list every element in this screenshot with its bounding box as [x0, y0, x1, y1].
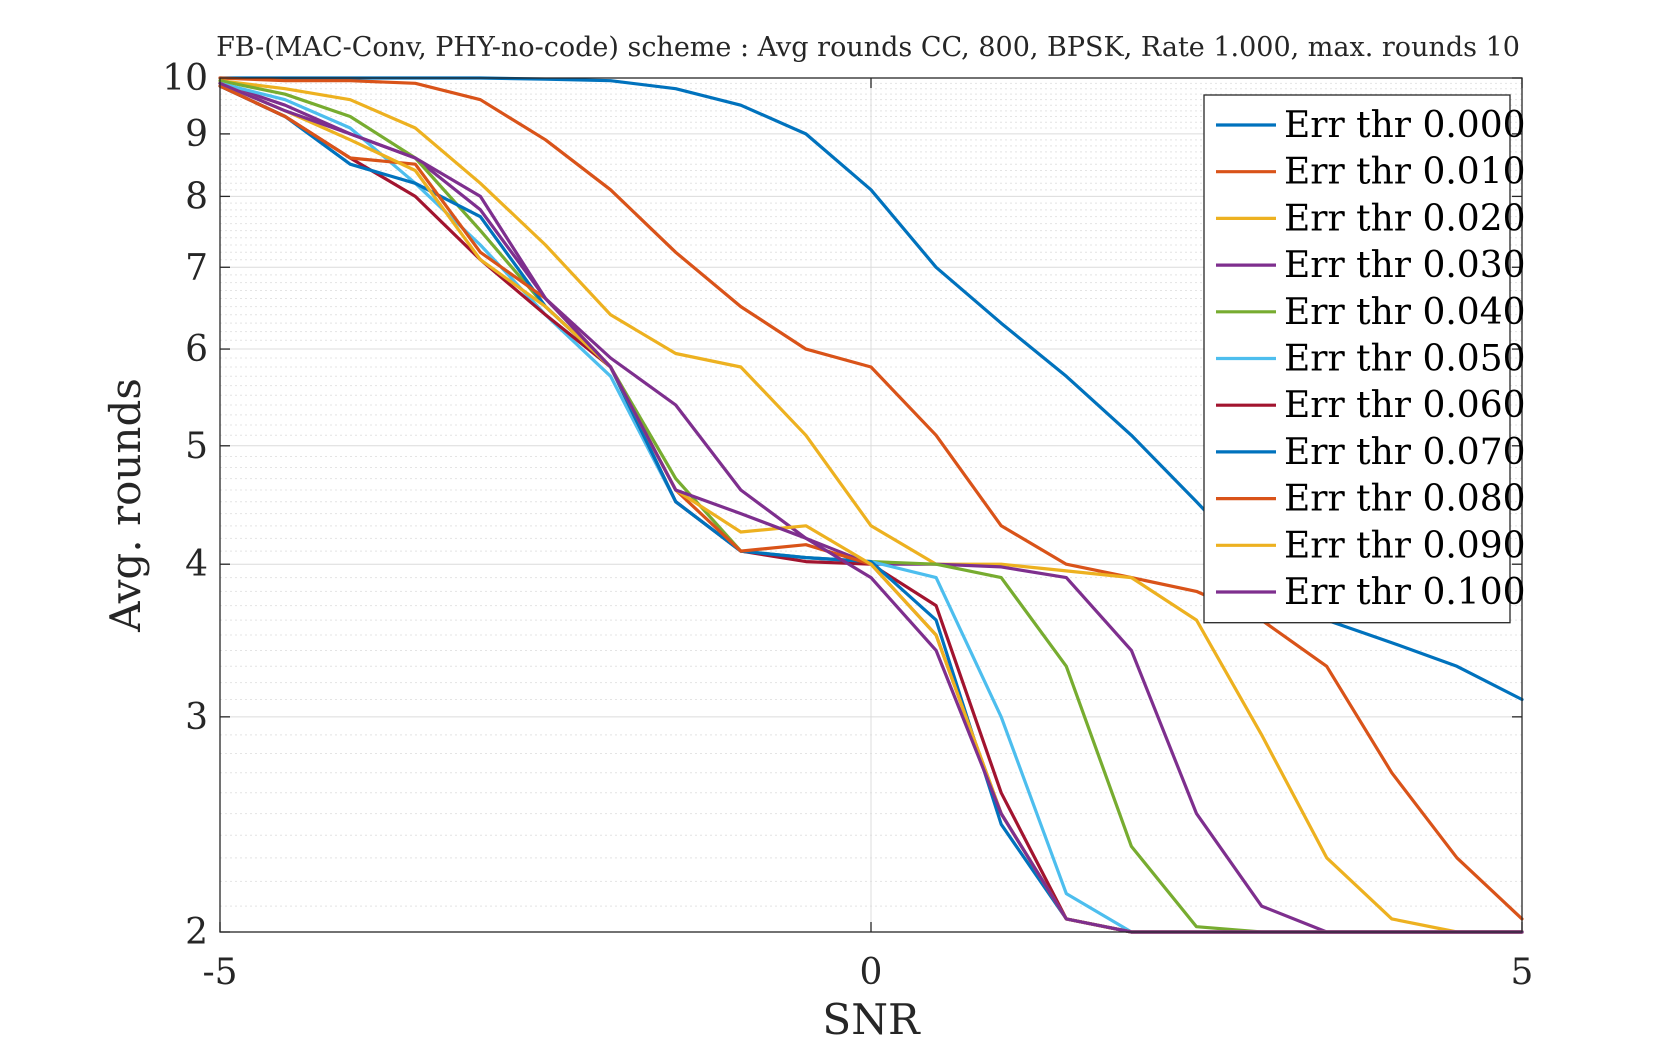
series-line-3	[218, 79, 1524, 934]
legend-label: Err thr 0.020	[1284, 198, 1526, 239]
y-tick-label: 9	[185, 114, 208, 155]
legend-label: Err thr 0.080	[1284, 479, 1526, 520]
legend-label: Err thr 0.070	[1284, 432, 1526, 473]
legend-label: Err thr 0.050	[1284, 339, 1526, 380]
y-tick-label: 7	[185, 247, 208, 288]
y-axis-label: Avg. rounds	[101, 378, 150, 633]
legend-label: Err thr 0.060	[1284, 385, 1526, 426]
y-tick-label: 4	[185, 544, 208, 585]
legend-label: Err thr 0.030	[1284, 245, 1526, 286]
x-axis-label: SNR	[822, 995, 921, 1042]
legend-label: Err thr 0.010	[1284, 152, 1526, 193]
y-tick-label: 8	[185, 176, 208, 217]
y-tick-label: 3	[185, 697, 208, 738]
x-tick-label: 0	[860, 952, 883, 993]
legend-label: Err thr 0.040	[1284, 292, 1526, 333]
x-tick-label: 5	[1511, 952, 1534, 993]
series-line-2	[218, 76, 1524, 921]
y-tick-label: 10	[162, 58, 208, 99]
legend: Err thr 0.000 Err thr 0.010 Err thr 0.020 E…	[1203, 94, 1526, 624]
y-tick-label: 5	[185, 426, 208, 467]
legend-label: Err thr 0.000	[1284, 105, 1526, 146]
legend-label: Err thr 0.100	[1284, 572, 1526, 613]
x-tick-label: -5	[202, 952, 237, 993]
legend-label: Err thr 0.090	[1284, 525, 1526, 566]
plot-area-frame	[219, 77, 1523, 933]
chart-title: FB-(MAC-Conv, PHY-no-code) scheme : Avg …	[216, 32, 1520, 63]
y-tick-label: 2	[185, 912, 208, 953]
y-tick-label: 6	[185, 329, 208, 370]
